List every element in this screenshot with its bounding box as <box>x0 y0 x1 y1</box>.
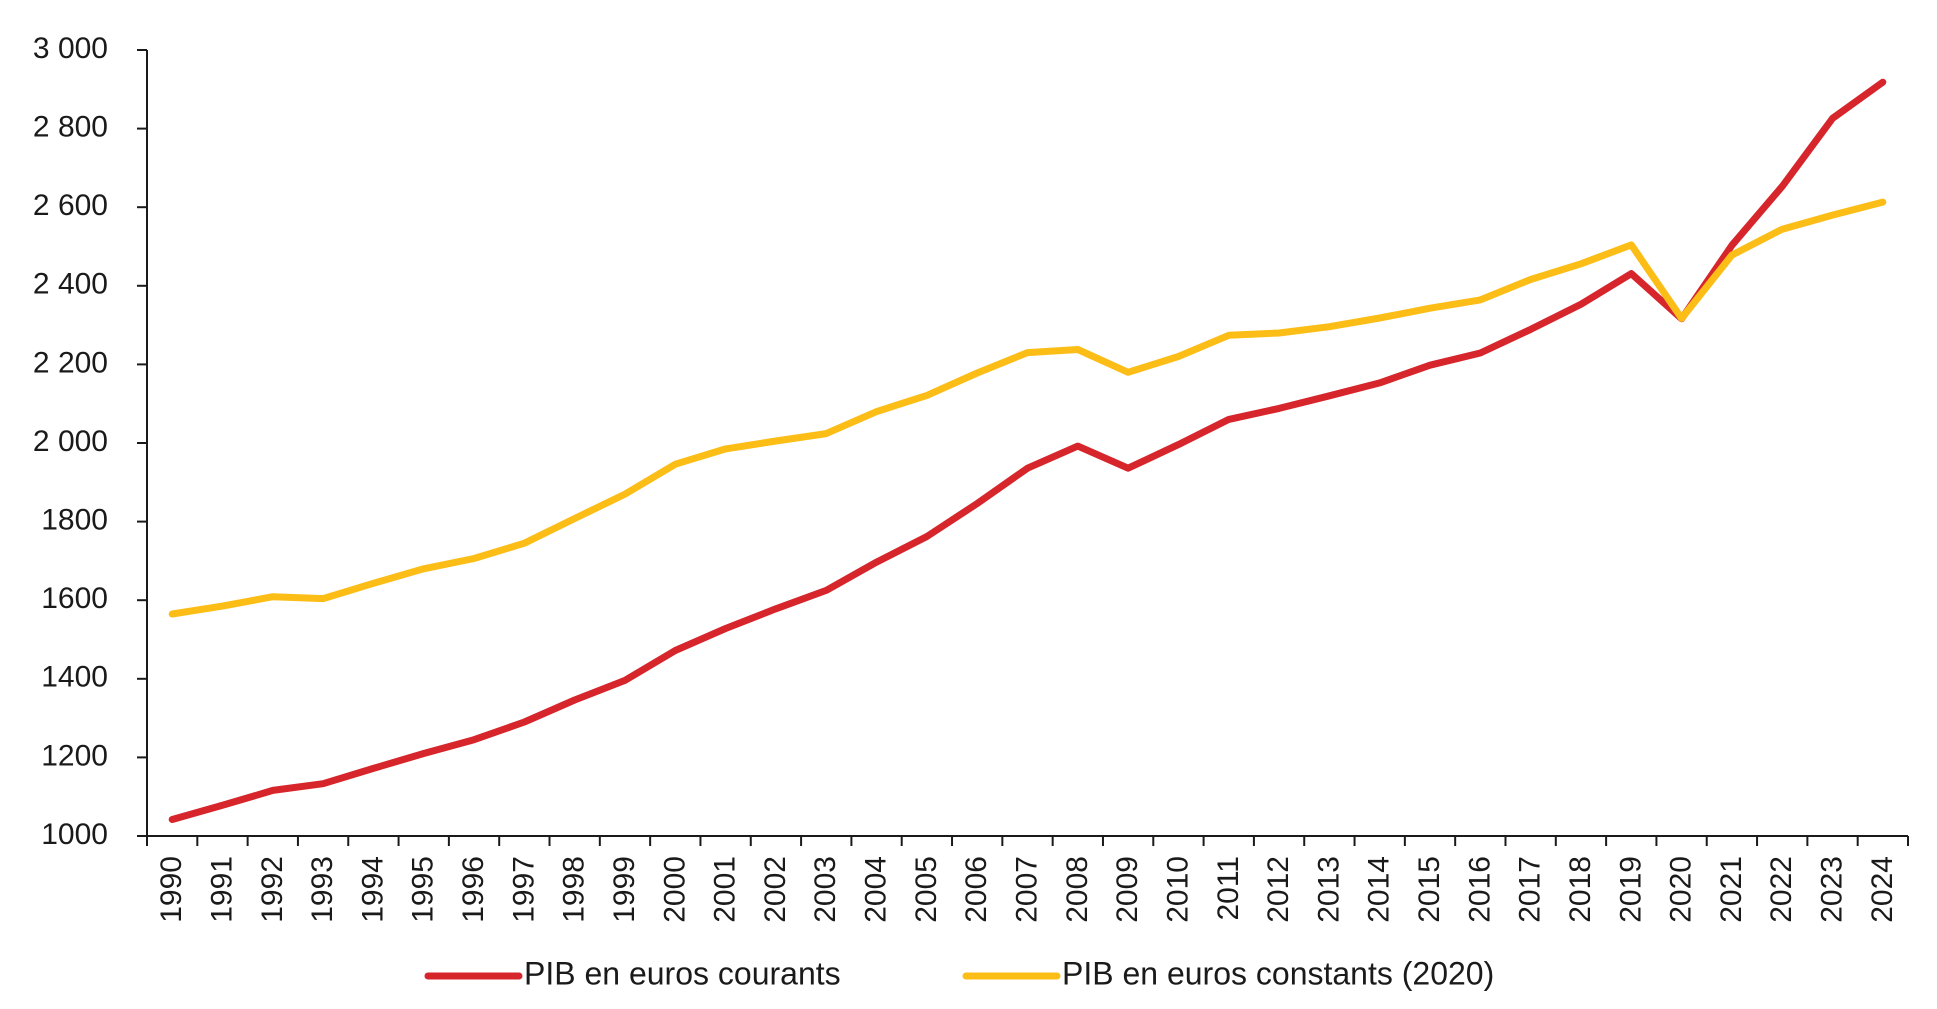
x-tick-label: 2012 <box>1262 856 1295 923</box>
x-tick-label: 2019 <box>1614 856 1647 923</box>
y-tick-label: 2 000 <box>33 425 108 458</box>
series-line-2 <box>168 198 1887 618</box>
x-tick-label: 1998 <box>558 856 591 923</box>
x-tick-label: 2003 <box>809 856 842 923</box>
x-tick-label: 2008 <box>1061 856 1094 923</box>
x-tick-label: 2020 <box>1665 856 1698 923</box>
x-tick-label: 1994 <box>356 856 389 923</box>
x-tick-label: 2005 <box>910 856 943 923</box>
x-tick-label: 2000 <box>658 856 691 923</box>
x-tick-label: 2021 <box>1715 856 1748 923</box>
y-tick-label: 1000 <box>41 818 108 851</box>
x-tick-label: 2013 <box>1312 856 1345 923</box>
y-tick-label: 2 200 <box>33 346 108 379</box>
x-axis: 1990 1991 1992 1993 1994 1995 1996 1997 1998 1999… <box>146 835 1909 923</box>
x-tick-label: 2001 <box>709 856 742 923</box>
x-tick-label: 2016 <box>1463 856 1496 923</box>
x-tick-label: 2014 <box>1363 856 1396 923</box>
x-tick-label: 2006 <box>960 856 993 923</box>
x-tick-label: 1992 <box>256 856 289 923</box>
x-tick-label: 2022 <box>1765 856 1798 923</box>
y-tick-label: 1200 <box>41 739 108 772</box>
x-tick-label: 1990 <box>155 856 188 923</box>
y-tick-label: 1600 <box>41 582 108 615</box>
x-tick-label: 2010 <box>1161 856 1194 923</box>
x-tick-label: 2002 <box>759 856 792 923</box>
x-tick-label: 2009 <box>1111 856 1144 923</box>
x-tick-label: 1993 <box>306 856 339 923</box>
x-tick-label: 2018 <box>1564 856 1597 923</box>
y-tick-label: 2 800 <box>33 111 108 144</box>
y-tick-label: 1800 <box>41 504 108 537</box>
x-tick-label: 2015 <box>1413 856 1446 923</box>
y-tick-label: 2 600 <box>33 189 108 222</box>
x-tick-label: 1996 <box>457 856 490 923</box>
x-tick-label: 2011 <box>1212 856 1245 921</box>
x-tick-label: 2007 <box>1011 856 1044 923</box>
x-tick-label: 1991 <box>205 856 238 923</box>
x-tick-label: 1999 <box>608 856 641 923</box>
x-tick-label: 2004 <box>860 856 893 923</box>
x-tick-label: 2023 <box>1816 856 1849 923</box>
y-axis: 1000 1200 1400 1600 1800 2 000 2 200 2 400 2 600… <box>33 32 148 851</box>
legend: PIB en euros courants PIB en euros consta… <box>424 955 1494 991</box>
legend-label-1: PIB en euros courants <box>524 955 841 991</box>
x-tick-label: 1995 <box>407 856 440 923</box>
x-tick-label: 1997 <box>507 856 540 923</box>
y-tick-label: 3 000 <box>33 32 108 65</box>
x-tick-label: 2024 <box>1866 856 1899 923</box>
x-tick-label: 2017 <box>1514 856 1547 923</box>
plot-area <box>168 78 1887 823</box>
y-tick-label: 1400 <box>41 661 108 694</box>
series-line-1 <box>168 78 1887 823</box>
legend-label-2: PIB en euros constants (2020) <box>1062 955 1494 991</box>
y-tick-label: 2 400 <box>33 268 108 301</box>
